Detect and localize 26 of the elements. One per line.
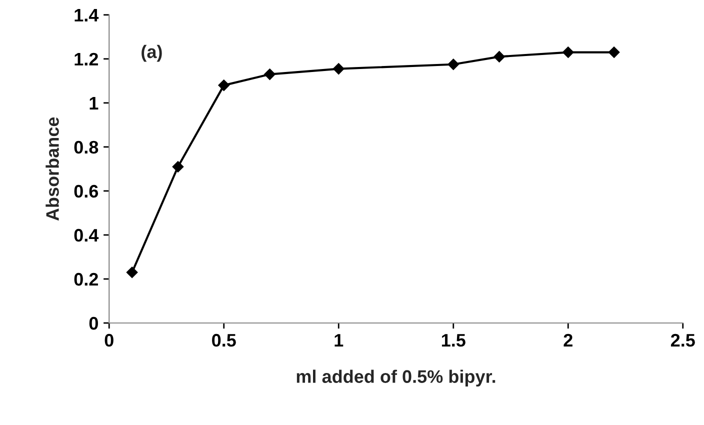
point: [172, 161, 184, 172]
y-tick-label: 0.2: [74, 272, 98, 286]
y-tick-label: 0.4: [74, 228, 99, 242]
x-axis-title: ml added of 0.5% bipyr.: [296, 370, 496, 387]
x-tick-label: 2.5: [670, 334, 695, 347]
x-tick-label: 0: [104, 334, 114, 347]
y-tick-label: 0.6: [74, 184, 98, 198]
annotation: (a): [142, 44, 162, 62]
y-tick-label: 1.2: [74, 52, 98, 66]
x-tick-label: 1.5: [442, 334, 466, 347]
y-tick-label: 1: [90, 97, 98, 110]
x-tick-label: 0.5: [212, 334, 236, 347]
point: [448, 58, 459, 70]
y-tick-label: 0: [89, 316, 98, 330]
x-tick-label: 2: [564, 334, 572, 346]
point: [494, 51, 505, 62]
y-tick-label: 0.8: [74, 140, 98, 154]
point: [126, 266, 138, 278]
point: [608, 46, 620, 58]
point: [333, 63, 344, 74]
point: [218, 80, 230, 91]
y-tick-label: 1.4: [74, 8, 99, 22]
x-tick-label: 1: [334, 334, 344, 346]
point: [562, 46, 574, 58]
point: [264, 68, 276, 80]
y-axis-title: Absorbance: [46, 117, 59, 221]
